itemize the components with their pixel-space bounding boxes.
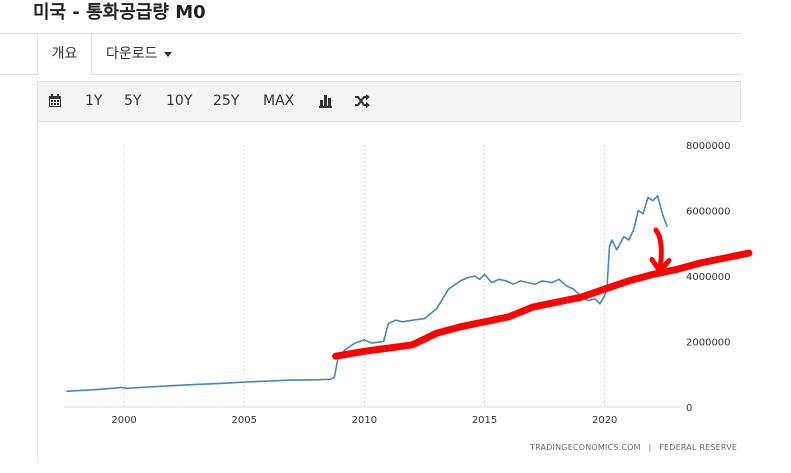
page-title: 미국 - 통화공급량 M0 — [33, 2, 206, 23]
chart-source: TRADINGECONOMICS.COM | FEDERAL RESERVE — [530, 443, 737, 452]
tab-bar: 개요 다운로드 — [0, 33, 741, 75]
red-arrow-shaft — [653, 227, 664, 272]
calendar-icon — [49, 94, 61, 107]
tab-download-label: 다운로드 — [106, 46, 158, 62]
x-tick-label: 2015 — [472, 415, 497, 426]
line-chart: 2000 2005 2010 2015 2020 0 2000000 4000000 60000… — [64, 141, 753, 426]
source-agency: FEDERAL RESERVE — [659, 443, 738, 452]
red-arrow-head — [649, 256, 672, 274]
range-5y-button[interactable]: 5Y — [124, 93, 142, 109]
y-tick-label: 0 — [686, 403, 692, 414]
y-tick-label: 8000000 — [686, 141, 731, 152]
source-site: TRADINGECONOMICS.COM — [530, 443, 641, 452]
range-1y-button[interactable]: 1Y — [85, 93, 103, 109]
x-tick-label: 2010 — [352, 415, 377, 426]
chart-area: 2000 2005 2010 2015 2020 0 2000000 4000000 60000… — [37, 122, 753, 462]
range-25y-button[interactable]: 25Y — [213, 93, 240, 109]
series-line — [66, 195, 668, 393]
x-tick-label: 2020 — [592, 415, 617, 426]
y-tick-label: 6000000 — [686, 207, 731, 218]
source-separator: | — [648, 443, 652, 452]
x-tick-label: 2000 — [111, 415, 136, 426]
y-tick-label: 2000000 — [686, 338, 731, 349]
range-max-button[interactable]: MAX — [263, 93, 295, 109]
bar-chart-icon — [319, 95, 332, 108]
chart-toolbar: 1Y 5Y 10Y 25Y MAX — [37, 81, 741, 122]
x-tick-label: 2005 — [232, 415, 257, 426]
tab-overview[interactable]: 개요 — [37, 34, 92, 75]
tab-download[interactable]: 다운로드 — [106, 34, 172, 74]
shuffle-icon — [355, 94, 370, 108]
red-trend-line — [332, 249, 753, 360]
y-tick-label: 4000000 — [686, 272, 731, 283]
caret-down-icon — [163, 51, 172, 57]
range-10y-button[interactable]: 10Y — [166, 93, 193, 109]
